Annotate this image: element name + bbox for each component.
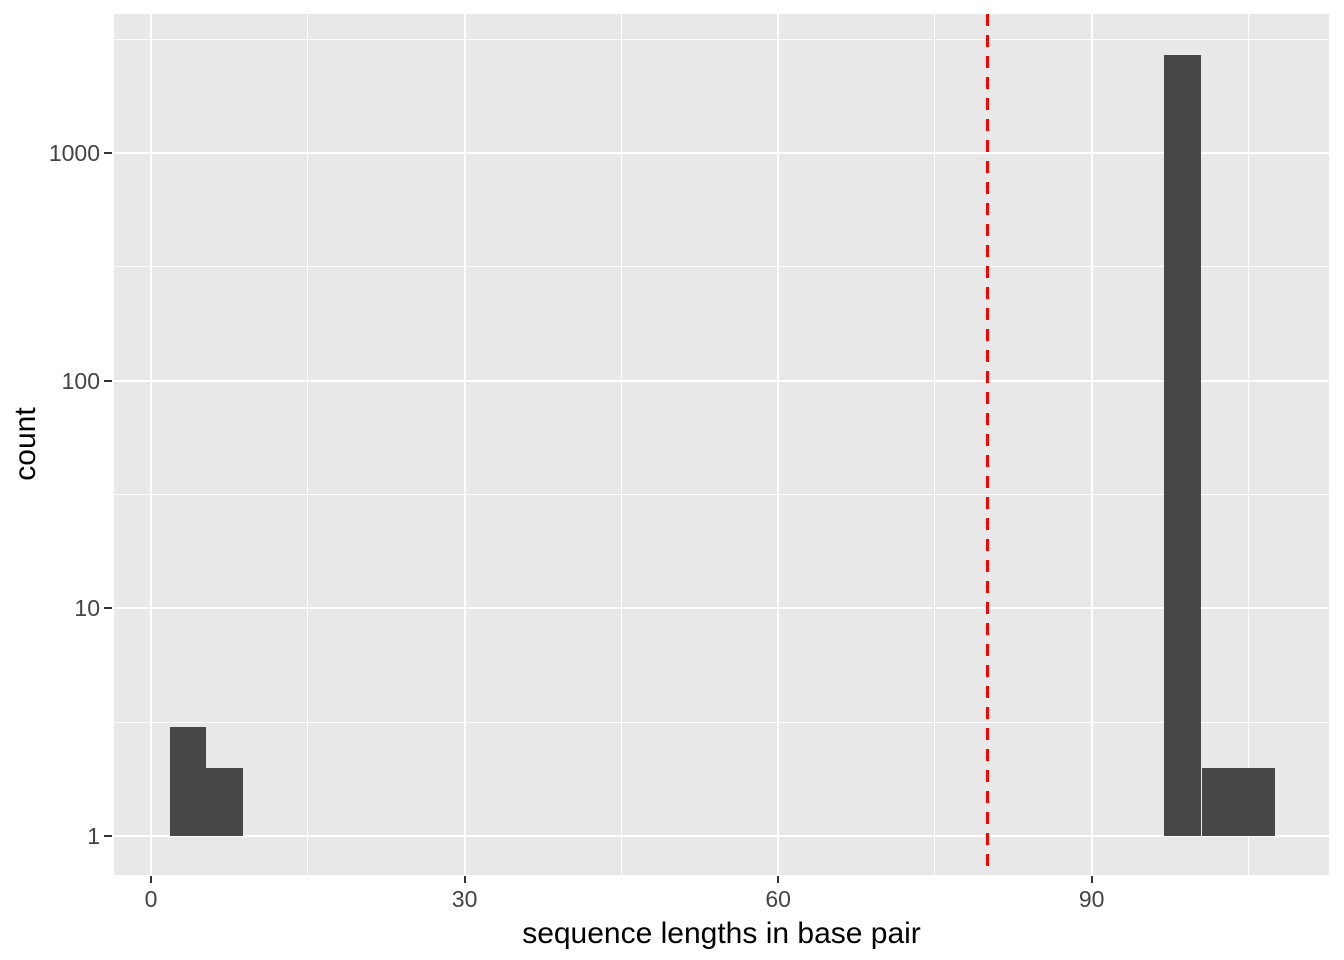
reference-vline [985, 14, 989, 875]
y-tick-mark [104, 835, 112, 838]
y-tick-label: 10 [74, 595, 100, 622]
gridline-x-minor [620, 14, 622, 875]
gridline-y-minor [114, 266, 1329, 268]
y-tick-mark [104, 151, 112, 154]
x-tick-mark [777, 876, 780, 883]
y-tick-label: 1000 [48, 139, 100, 166]
gridline-x-minor [307, 14, 309, 875]
gridline-x-major [1090, 14, 1093, 875]
gridline-y-major [114, 379, 1329, 382]
y-tick-label: 100 [61, 367, 100, 394]
y-axis-title: count [9, 407, 42, 481]
x-tick-label: 0 [144, 886, 158, 912]
y-tick-mark [104, 379, 112, 382]
gridline-x-minor [934, 14, 936, 875]
x-tick-mark [150, 876, 152, 883]
gridline-y-major [114, 151, 1329, 154]
gridline-y-major [114, 835, 1329, 838]
gridline-x-major [777, 14, 780, 875]
gridline-y-major [114, 607, 1329, 610]
gridline-y-minor [114, 721, 1329, 723]
y-tick-mark [104, 607, 112, 610]
histogram-bar [169, 727, 207, 836]
gridline-y-minor [114, 494, 1329, 495]
histogram-bar [1201, 767, 1275, 836]
gridline-x-major [463, 14, 466, 875]
x-tick-label: 30 [451, 886, 478, 912]
x-tick-label: 90 [1078, 886, 1105, 912]
gridline-y-minor [114, 38, 1329, 40]
gridline-x-minor [1248, 14, 1249, 875]
x-axis-title: sequence lengths in base pair [522, 917, 921, 950]
histogram-bar [1163, 54, 1202, 837]
gridline-x-major [150, 14, 152, 875]
x-tick-mark [463, 876, 466, 883]
y-tick-label: 1 [87, 823, 100, 850]
x-tick-label: 60 [765, 886, 791, 912]
plot-panel [114, 14, 1329, 875]
histogram-bar [206, 767, 243, 836]
x-tick-mark [1090, 876, 1093, 883]
